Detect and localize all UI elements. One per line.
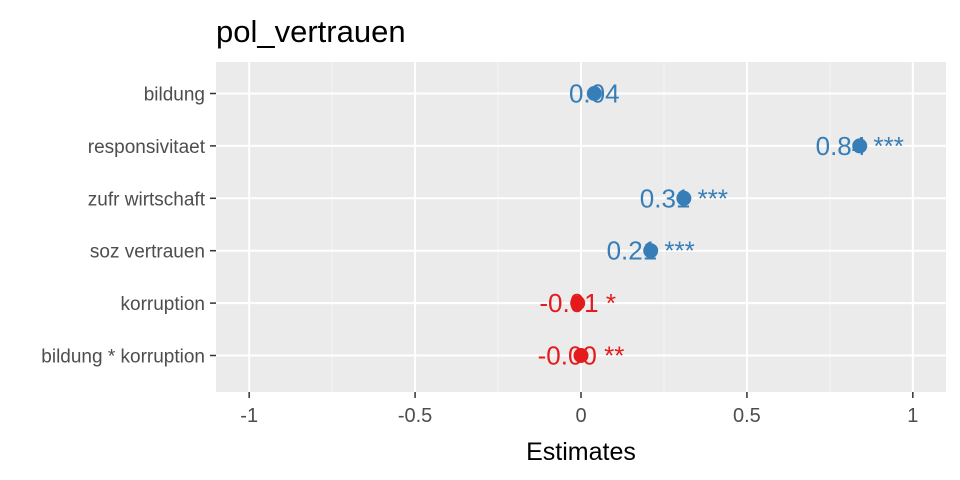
y-tick-label: bildung * korruption — [41, 347, 205, 368]
x-axis: -1 -0.5 0 0.5 1 — [240, 392, 918, 427]
data-point — [852, 138, 868, 154]
y-axis: bildung responsivitaet zufr wirtschaft soz … — [41, 85, 216, 368]
data-label: 0.21 *** — [607, 236, 695, 266]
data-point — [586, 86, 602, 101]
x-tick-label: -1 — [240, 405, 258, 427]
y-tick-label: bildung — [144, 85, 205, 106]
data-label: 0.04 — [569, 79, 620, 109]
chart-title: pol_vertrauen — [216, 14, 406, 49]
data-label: 0.31 *** — [640, 183, 728, 213]
data-point — [570, 295, 586, 311]
y-tick-label: soz vertrauen — [90, 242, 205, 263]
y-tick-label: responsivitaet — [88, 137, 206, 158]
data-point — [573, 348, 589, 363]
x-tick-label: 0.5 — [733, 405, 761, 427]
x-tick-label: 0 — [575, 405, 586, 427]
data-labels: 0.04 0.84 *** 0.31 *** 0.21 *** -0.01 * -0.00… — [538, 79, 904, 371]
data-point — [676, 190, 692, 206]
x-tick-label: -0.5 — [398, 405, 432, 427]
data-label: -0.01 * — [539, 288, 616, 318]
y-tick-label: korruption — [121, 294, 206, 315]
data-points — [570, 86, 868, 363]
x-axis-title: Estimates — [526, 438, 636, 466]
y-tick-label: zufr wirtschaft — [88, 189, 206, 210]
data-label: -0.00 ** — [538, 341, 625, 371]
x-tick-label: 1 — [907, 405, 918, 427]
data-point — [643, 243, 659, 259]
data-label: 0.84 *** — [816, 131, 904, 161]
